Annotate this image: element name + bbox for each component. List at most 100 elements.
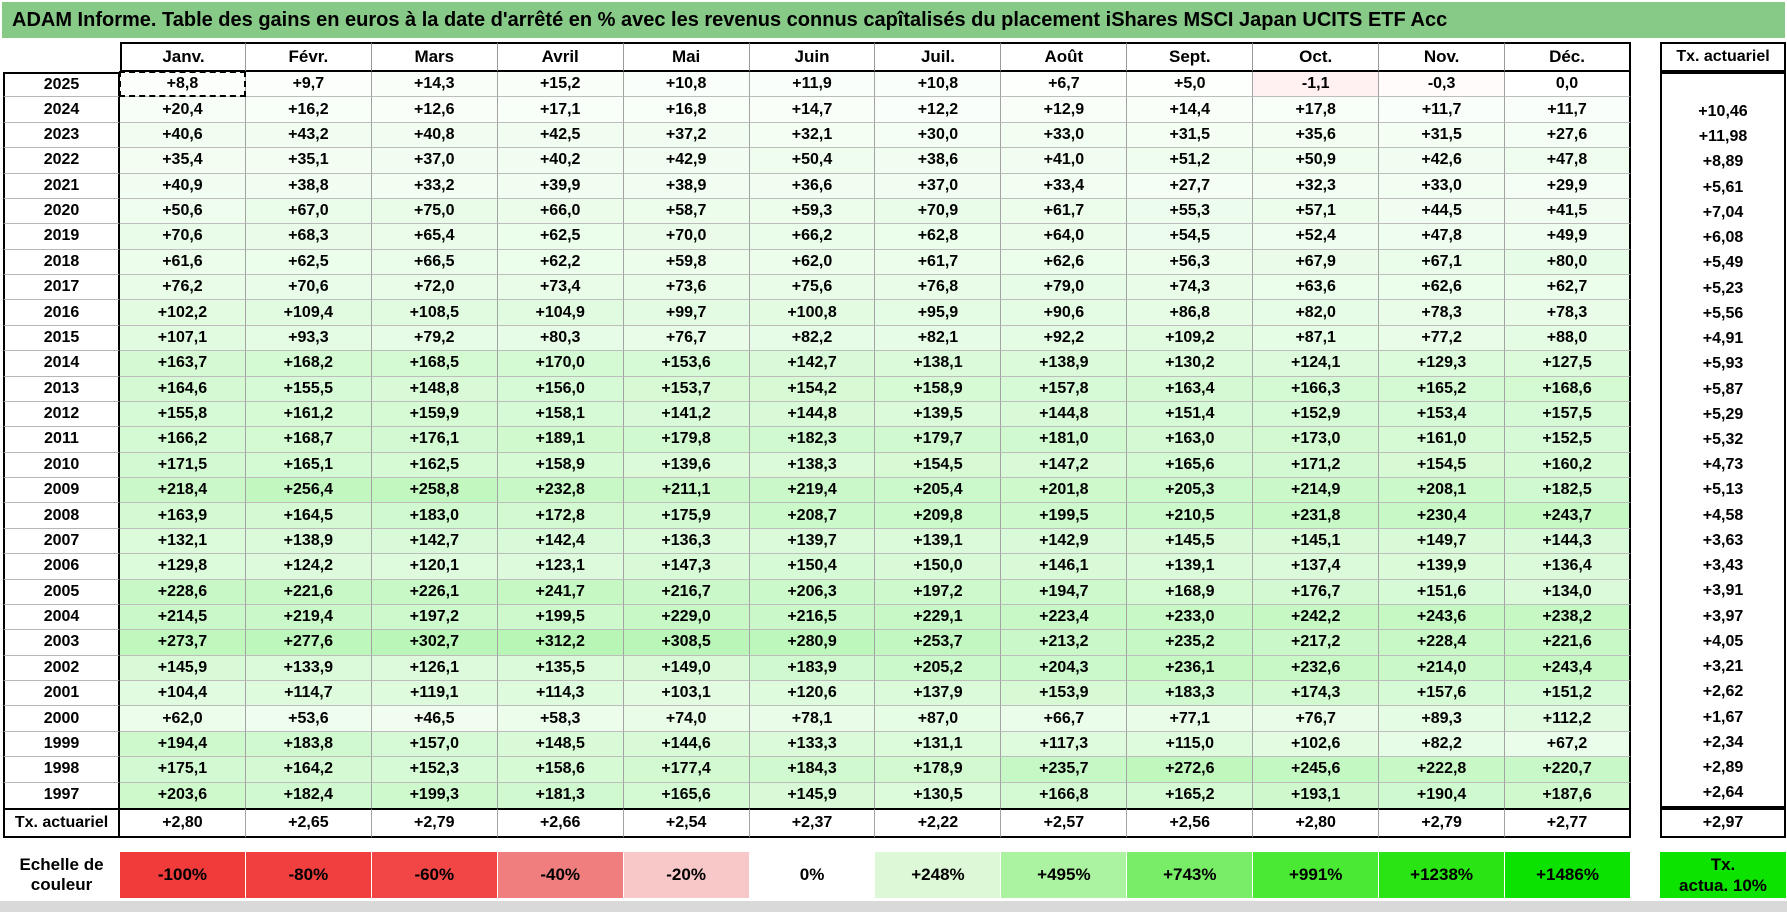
table-cell[interactable]: +142,9 [1001, 528, 1128, 555]
table-cell[interactable]: +58,7 [623, 198, 750, 225]
table-cell[interactable]: +50,6 [120, 198, 246, 225]
table-cell[interactable]: +161,2 [245, 401, 372, 428]
tx-actuariel-value[interactable]: +5,32 [1702, 430, 1744, 448]
column-header-Juil[interactable]: Juil. [875, 42, 1002, 72]
table-cell[interactable]: +103,1 [623, 681, 750, 707]
footer-cell[interactable]: +2,79 [371, 807, 498, 838]
table-cell[interactable]: +40,6 [120, 122, 246, 149]
tx-actuariel-value[interactable]: +3,97 [1702, 607, 1744, 625]
row-label-1997[interactable]: 1997 [3, 782, 120, 808]
table-cell[interactable]: +29,9 [1505, 173, 1631, 199]
table-cell[interactable]: +245,6 [1253, 757, 1380, 783]
color-scale-swatch[interactable]: +743% [1127, 852, 1254, 898]
table-cell[interactable]: +65,4 [371, 224, 498, 250]
table-cell[interactable]: +100,8 [749, 300, 876, 326]
table-cell[interactable]: +158,6 [497, 757, 624, 783]
table-cell[interactable]: +142,7 [371, 528, 498, 555]
table-cell[interactable]: +138,3 [749, 452, 876, 478]
table-cell[interactable]: +74,3 [1127, 275, 1254, 301]
table-cell[interactable]: +171,2 [1253, 452, 1380, 478]
tx-actuariel-value[interactable]: +7,04 [1702, 203, 1744, 221]
table-cell[interactable]: +82,2 [749, 325, 876, 352]
table-cell[interactable]: +152,5 [1505, 427, 1631, 453]
table-cell[interactable]: +232,6 [1253, 655, 1380, 681]
table-cell[interactable]: +11,7 [1379, 97, 1506, 123]
table-cell[interactable]: +67,0 [245, 198, 372, 225]
table-cell[interactable]: +70,9 [875, 198, 1002, 225]
table-cell[interactable]: +179,8 [623, 427, 750, 453]
table-cell[interactable]: +73,4 [497, 275, 624, 301]
table-cell[interactable]: +146,1 [1001, 554, 1128, 580]
table-cell[interactable]: +217,2 [1253, 630, 1380, 656]
table-cell[interactable]: +55,3 [1127, 198, 1254, 225]
table-cell[interactable]: +82,1 [875, 325, 1002, 352]
table-cell[interactable]: +124,2 [245, 554, 372, 580]
table-cell[interactable]: +43,2 [245, 122, 372, 149]
row-label-2019[interactable]: 2019 [3, 224, 120, 250]
table-cell[interactable]: +14,3 [371, 72, 498, 98]
table-cell[interactable]: +14,7 [749, 97, 876, 123]
table-cell[interactable]: +197,2 [371, 604, 498, 631]
table-cell[interactable]: +137,9 [875, 681, 1002, 707]
table-cell[interactable]: +145,5 [1127, 528, 1254, 555]
table-cell[interactable]: +144,8 [749, 401, 876, 428]
table-cell[interactable]: +163,9 [120, 503, 246, 529]
table-cell[interactable]: +183,9 [749, 655, 876, 681]
table-cell[interactable]: +153,9 [1001, 681, 1128, 707]
table-cell[interactable]: +86,8 [1127, 300, 1254, 326]
row-label-2005[interactable]: 2005 [3, 579, 120, 605]
table-cell[interactable]: +175,1 [120, 757, 246, 783]
table-cell[interactable]: +172,8 [497, 503, 624, 529]
table-cell[interactable]: +117,3 [1001, 731, 1128, 758]
table-cell[interactable]: +183,0 [371, 503, 498, 529]
table-cell[interactable]: +56,3 [1127, 249, 1254, 275]
tx-actuariel-value[interactable]: +4,58 [1702, 506, 1744, 524]
table-cell[interactable]: +208,7 [749, 503, 876, 529]
table-cell[interactable]: +228,4 [1379, 630, 1506, 656]
table-cell[interactable]: +72,0 [371, 275, 498, 301]
table-cell[interactable]: +214,5 [120, 604, 246, 631]
table-cell[interactable]: +189,1 [497, 427, 624, 453]
table-cell[interactable]: +115,0 [1127, 731, 1254, 758]
table-cell[interactable]: +166,3 [1253, 376, 1380, 402]
table-cell[interactable]: +67,1 [1379, 249, 1506, 275]
table-cell[interactable]: +33,0 [1379, 173, 1506, 199]
table-cell[interactable]: +141,2 [623, 401, 750, 428]
table-cell[interactable]: +77,2 [1379, 325, 1506, 352]
table-cell[interactable]: +139,5 [875, 401, 1002, 428]
table-cell[interactable]: +39,9 [497, 173, 624, 199]
table-cell[interactable]: +241,7 [497, 579, 624, 605]
table-cell[interactable]: +157,8 [1001, 376, 1128, 402]
column-header-Juin[interactable]: Juin [749, 42, 876, 72]
table-cell[interactable]: +87,0 [875, 706, 1002, 732]
table-cell[interactable]: +154,5 [1379, 452, 1506, 478]
table-cell[interactable]: +42,5 [497, 122, 624, 149]
table-cell[interactable]: +37,0 [371, 148, 498, 174]
tx-actuariel-value[interactable]: +4,91 [1702, 330, 1744, 348]
table-cell[interactable]: +32,1 [749, 122, 876, 149]
tx-actuariel-value[interactable]: +5,13 [1702, 481, 1744, 499]
table-cell[interactable]: +187,6 [1505, 782, 1631, 808]
row-label-2016[interactable]: 2016 [3, 300, 120, 326]
table-cell[interactable]: +131,1 [875, 731, 1002, 758]
footer-cell[interactable]: +2,66 [497, 807, 624, 838]
column-header-Oct[interactable]: Oct. [1253, 42, 1380, 72]
table-cell[interactable]: +62,2 [497, 249, 624, 275]
tx-actuariel-value[interactable]: +5,93 [1702, 355, 1744, 373]
table-cell[interactable]: +62,5 [497, 224, 624, 250]
table-cell[interactable]: +222,8 [1379, 757, 1506, 783]
table-cell[interactable]: +112,2 [1505, 706, 1631, 732]
tx-actuariel-value[interactable]: +8,89 [1702, 153, 1744, 171]
table-cell[interactable]: +174,3 [1253, 681, 1380, 707]
table-cell[interactable]: +89,3 [1379, 706, 1506, 732]
table-cell[interactable]: +223,4 [1001, 604, 1128, 631]
table-cell[interactable]: +228,6 [120, 579, 246, 605]
table-cell[interactable]: +243,6 [1379, 604, 1506, 631]
table-cell[interactable]: +210,5 [1127, 503, 1254, 529]
table-cell[interactable]: +139,6 [623, 452, 750, 478]
table-cell[interactable]: +194,7 [1001, 579, 1128, 605]
table-cell[interactable]: +171,5 [120, 452, 246, 478]
tx-actuariel-value[interactable]: +11,98 [1698, 128, 1748, 146]
table-cell[interactable]: +129,3 [1379, 351, 1506, 377]
color-scale-swatch[interactable]: -80% [245, 852, 372, 898]
